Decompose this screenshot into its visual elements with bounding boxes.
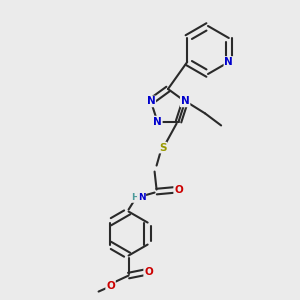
Text: N: N <box>138 193 146 202</box>
Text: S: S <box>159 142 166 153</box>
Text: N: N <box>146 96 155 106</box>
Text: H: H <box>131 193 138 202</box>
Text: O: O <box>106 280 115 291</box>
Text: O: O <box>174 184 183 195</box>
Text: N: N <box>224 57 233 67</box>
Text: O: O <box>144 267 153 277</box>
Text: N: N <box>153 117 162 127</box>
Text: N: N <box>181 96 190 106</box>
